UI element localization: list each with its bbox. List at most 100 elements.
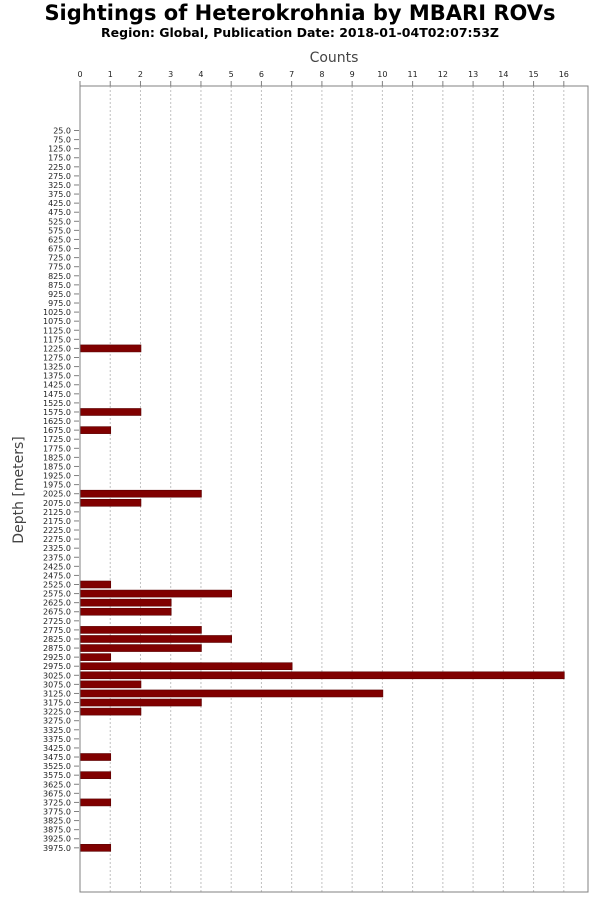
x-tick-label: 13 xyxy=(468,70,478,79)
bar xyxy=(80,344,142,353)
y-tick-label: 3375.0 xyxy=(43,735,71,744)
y-tick-label: 125.0 xyxy=(48,145,71,154)
y-tick-label: 925.0 xyxy=(48,290,71,299)
x-tick-label: 12 xyxy=(438,70,448,79)
y-tick-label: 3475.0 xyxy=(43,753,71,762)
y-tick-label: 1475.0 xyxy=(43,390,71,399)
bar xyxy=(80,489,202,498)
y-tick-label: 2275.0 xyxy=(43,535,71,544)
bar xyxy=(80,598,172,607)
y-tick-label: 1625.0 xyxy=(43,417,71,426)
bar xyxy=(80,844,112,852)
y-tick-label: 1175.0 xyxy=(43,335,71,344)
y-tick-label: 1575.0 xyxy=(43,408,71,417)
y-tick-label: 1775.0 xyxy=(43,444,71,453)
y-tick-label: 375.0 xyxy=(48,190,71,199)
x-tick-label: 0 xyxy=(77,70,82,79)
y-tick-label: 475.0 xyxy=(48,208,71,217)
y-tick-label: 75.0 xyxy=(53,136,71,145)
bar xyxy=(80,698,202,707)
y-tick-label: 2475.0 xyxy=(43,571,71,580)
y-axis-label: Depth [meters] xyxy=(11,436,27,543)
bar xyxy=(80,689,384,698)
y-tick-label: 425.0 xyxy=(48,199,71,208)
bar xyxy=(80,607,172,616)
y-tick-label: 1675.0 xyxy=(43,426,71,435)
y-tick-label: 3975.0 xyxy=(43,844,71,853)
y-tick-label: 2775.0 xyxy=(43,626,71,635)
y-tick-label: 1525.0 xyxy=(43,399,71,408)
y-tick-label: 1025.0 xyxy=(43,308,71,317)
y-tick-label: 725.0 xyxy=(48,254,71,263)
y-tick-label: 175.0 xyxy=(48,154,71,163)
y-tick-label: 1275.0 xyxy=(43,354,71,363)
x-tick-label: 4 xyxy=(198,70,203,79)
x-tick-label: 11 xyxy=(408,70,418,79)
bar xyxy=(80,426,112,434)
y-tick-label: 3675.0 xyxy=(43,789,71,798)
y-tick-label: 3325.0 xyxy=(43,726,71,735)
y-tick-label: 2075.0 xyxy=(43,499,71,508)
x-tick-label: 3 xyxy=(168,70,173,79)
bar xyxy=(80,498,142,507)
y-tick-label: 1325.0 xyxy=(43,363,71,372)
x-tick-label: 5 xyxy=(229,70,234,79)
y-tick-label: 2975.0 xyxy=(43,662,71,671)
x-tick-label: 2 xyxy=(138,70,143,79)
y-tick-label: 1125.0 xyxy=(43,326,71,335)
y-tick-label: 1925.0 xyxy=(43,472,71,481)
y-tick-label: 1825.0 xyxy=(43,453,71,462)
y-tick-label: 25.0 xyxy=(53,127,71,136)
y-tick-label: 3575.0 xyxy=(43,771,71,780)
bar xyxy=(80,580,112,589)
y-tick-label: 2625.0 xyxy=(43,599,71,608)
y-tick-label: 2875.0 xyxy=(43,644,71,653)
x-axis-label: Counts xyxy=(310,50,359,66)
x-tick-label: 6 xyxy=(259,70,264,79)
y-tick-label: 3075.0 xyxy=(43,680,71,689)
y-tick-label: 2575.0 xyxy=(43,590,71,599)
y-tick-label: 2525.0 xyxy=(43,581,71,590)
y-tick-label: 625.0 xyxy=(48,235,71,244)
bar xyxy=(80,653,112,661)
y-tick-label: 3125.0 xyxy=(43,689,71,698)
y-tick-label: 3825.0 xyxy=(43,817,71,826)
x-tick-label: 15 xyxy=(528,70,538,79)
y-tick-label: 1375.0 xyxy=(43,372,71,381)
y-tick-label: 2325.0 xyxy=(43,544,71,553)
bars xyxy=(80,344,565,852)
y-tick-label: 3925.0 xyxy=(43,835,71,844)
plot-border xyxy=(79,85,589,893)
bar xyxy=(80,662,293,671)
x-tick-label: 16 xyxy=(559,70,569,79)
y-tick-label: 2125.0 xyxy=(43,508,71,517)
bar xyxy=(80,635,232,643)
chart-subtitle: Region: Global, Publication Date: 2018-0… xyxy=(101,25,499,40)
y-tick-label: 2225.0 xyxy=(43,526,71,535)
y-tick-label: 1725.0 xyxy=(43,435,71,444)
y-tick-label: 3025.0 xyxy=(43,671,71,680)
y-tick-label: 2725.0 xyxy=(43,617,71,626)
x-tick-label: 1 xyxy=(108,70,113,79)
y-tick-label: 875.0 xyxy=(48,281,71,290)
y-tick-label: 825.0 xyxy=(48,272,71,281)
y-tick-label: 3525.0 xyxy=(43,762,71,771)
bar xyxy=(80,671,565,680)
y-tick-label: 3775.0 xyxy=(43,808,71,817)
x-tick-label: 14 xyxy=(498,70,508,79)
bar xyxy=(80,644,202,652)
y-tick-label: 225.0 xyxy=(48,163,71,172)
y-tick-label: 3725.0 xyxy=(43,798,71,807)
x-tick-label: 9 xyxy=(350,70,355,79)
x-axis-ticks: 0 1 2 3 4 5 6 7 8 9 10 11 12 13 14 15 16 xyxy=(77,70,569,86)
x-tick-label: 7 xyxy=(289,70,294,79)
y-axis-ticks: 25.075.0125.0175.0225.0275.0325.0375.042… xyxy=(43,127,79,853)
bar xyxy=(80,680,142,689)
y-tick-label: 325.0 xyxy=(48,181,71,190)
y-tick-label: 775.0 xyxy=(48,263,71,272)
bar xyxy=(80,753,112,761)
y-tick-label: 2375.0 xyxy=(43,553,71,562)
y-tick-label: 2675.0 xyxy=(43,608,71,617)
bar xyxy=(80,408,142,416)
